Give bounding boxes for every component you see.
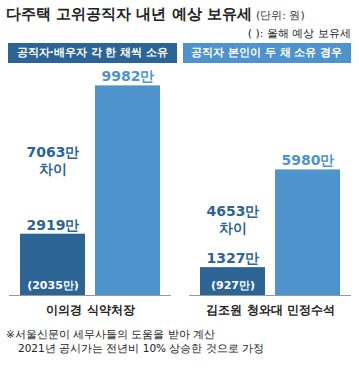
svg-text:2919만: 2919만 bbox=[27, 217, 80, 233]
svg-text:(927만): (927만) bbox=[211, 279, 255, 292]
svg-text:5980만: 5980만 bbox=[282, 152, 335, 168]
html-text:※서울신문이 세무사들의 도움을 받아 계산: ※서울신문이 세무사들의 도움을 받아 계산 bbox=[6, 328, 216, 340]
svg-text:이의경 식약처장: 이의경 식약처장 bbox=[46, 303, 134, 317]
svg-text:김조원 청와대 민정수석: 김조원 청와대 민정수석 bbox=[206, 303, 334, 317]
html-text:공직자 본인이 두 채 소유 경우: 공직자 본인이 두 채 소유 경우 bbox=[191, 46, 343, 59]
html-text:( ): 올해 예상 보유세: ( ): 올해 예상 보유세 bbox=[247, 27, 351, 40]
svg-text:4653만차이: 4653만차이 bbox=[207, 203, 260, 236]
svg-text:9982만: 9982만 bbox=[102, 68, 155, 84]
svg-text:7063만차이: 7063만차이 bbox=[27, 144, 80, 177]
svg-text:1327만: 1327만 bbox=[207, 250, 260, 266]
html-text:다주택 고위공직자 내년 예상 보유세 (단위: 원): 다주택 고위공직자 내년 예상 보유세 (단위: 원) bbox=[6, 5, 305, 23]
html-text:공직자·배우자 각 한 채씩 소유: 공직자·배우자 각 한 채씩 소유 bbox=[16, 46, 168, 59]
svg-text:(2035만): (2035만) bbox=[27, 279, 79, 292]
html-text:2021년 공시가는 전년비 10% 상승한 것으로 가정: 2021년 공시가는 전년비 10% 상승한 것으로 가정 bbox=[18, 342, 265, 354]
